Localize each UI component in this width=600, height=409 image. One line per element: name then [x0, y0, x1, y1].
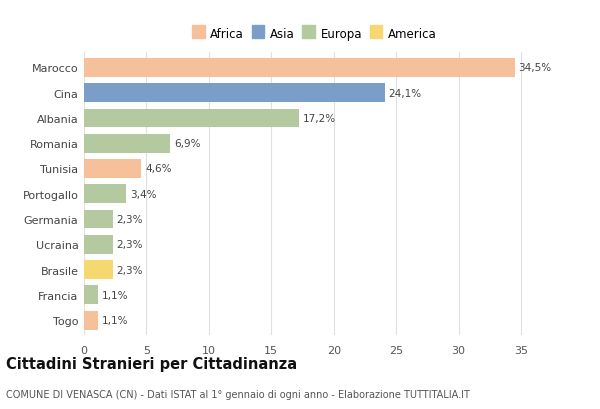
Text: 1,1%: 1,1% — [101, 315, 128, 325]
Bar — [84, 160, 142, 178]
Text: 4,6%: 4,6% — [145, 164, 172, 174]
Text: 2,3%: 2,3% — [116, 240, 143, 249]
Text: COMUNE DI VENASCA (CN) - Dati ISTAT al 1° gennaio di ogni anno - Elaborazione TU: COMUNE DI VENASCA (CN) - Dati ISTAT al 1… — [6, 389, 470, 399]
Bar — [84, 210, 113, 229]
Bar — [84, 235, 113, 254]
Bar — [84, 135, 170, 153]
Text: 17,2%: 17,2% — [302, 114, 335, 124]
Legend: Africa, Asia, Europa, America: Africa, Asia, Europa, America — [191, 25, 439, 43]
Bar — [84, 311, 98, 330]
Text: 24,1%: 24,1% — [389, 88, 422, 99]
Text: 6,9%: 6,9% — [174, 139, 200, 149]
Bar — [84, 185, 127, 204]
Text: 1,1%: 1,1% — [101, 290, 128, 300]
Bar — [84, 261, 113, 279]
Bar — [84, 109, 299, 128]
Text: 2,3%: 2,3% — [116, 214, 143, 225]
Text: Cittadini Stranieri per Cittadinanza: Cittadini Stranieri per Cittadinanza — [6, 356, 297, 371]
Text: 3,4%: 3,4% — [130, 189, 157, 199]
Bar — [84, 59, 515, 78]
Text: 2,3%: 2,3% — [116, 265, 143, 275]
Bar — [84, 285, 98, 305]
Bar — [84, 84, 385, 103]
Text: 34,5%: 34,5% — [518, 63, 551, 73]
